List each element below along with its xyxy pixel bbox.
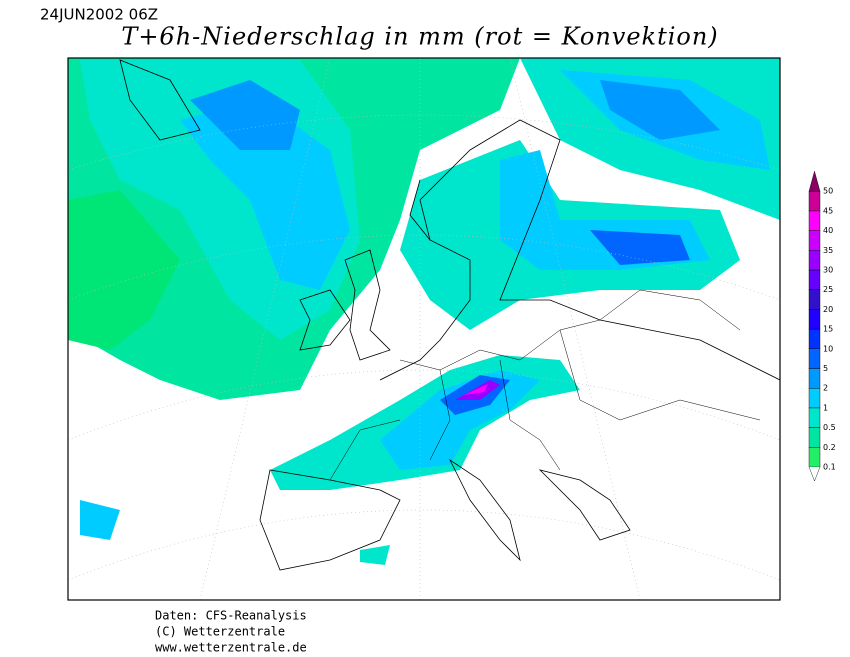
graticule (68, 58, 780, 600)
colorbar-label: 40 (823, 226, 833, 235)
colorbar-swatch (808, 309, 821, 330)
map-title: T+6h-Niederschlag in mm (rot = Konvektio… (121, 23, 718, 51)
colorbar-swatch (808, 190, 821, 212)
colorbar-label: 35 (823, 246, 833, 255)
borders (329, 289, 761, 481)
colorbar-swatch (808, 328, 821, 350)
precipitation-field (68, 58, 780, 565)
colorbar-label: 15 (823, 325, 833, 334)
colorbar-label: 50 (823, 187, 833, 196)
colorbar-swatch (808, 388, 821, 409)
colorbar-label: 0.1 (823, 463, 836, 472)
date-label: 24JUN2002 06Z (40, 6, 158, 24)
colorbar-label: 0.2 (823, 443, 836, 452)
colorbar-label: 10 (823, 344, 833, 353)
map (67, 57, 781, 601)
colorbar-label: 45 (823, 206, 833, 215)
colorbar-label: 0.5 (823, 423, 836, 432)
colorbar-bottom-cap (808, 466, 821, 482)
colorbar-swatch (808, 289, 821, 310)
coastlines (119, 59, 780, 571)
colorbar-swatch (808, 407, 821, 428)
colorbar-swatch (808, 447, 821, 468)
colorbar-swatch (808, 269, 821, 290)
colorbar-label: 30 (823, 266, 833, 275)
colorbar-swatch (808, 230, 821, 251)
colorbar-label: 25 (823, 285, 833, 294)
footer-url: www.wetterzentrale.de (155, 641, 307, 655)
colorbar-swatch (808, 427, 821, 448)
colorbar-label: 5 (823, 364, 828, 373)
colorbar-swatch (808, 210, 821, 231)
footer-copyright: (C) Wetterzentrale (155, 625, 285, 639)
colorbar-swatch (808, 368, 821, 389)
colorbar-label: 2 (823, 384, 828, 393)
footer-source: Daten: CFS-Reanalysis (155, 609, 307, 623)
map-frame (67, 57, 781, 601)
colorbar-label: 20 (823, 305, 833, 314)
colorbar-label: 1 (823, 403, 828, 412)
colorbar-swatch (808, 348, 821, 369)
colorbar-cap (808, 170, 821, 192)
colorbar-swatch (808, 250, 821, 271)
